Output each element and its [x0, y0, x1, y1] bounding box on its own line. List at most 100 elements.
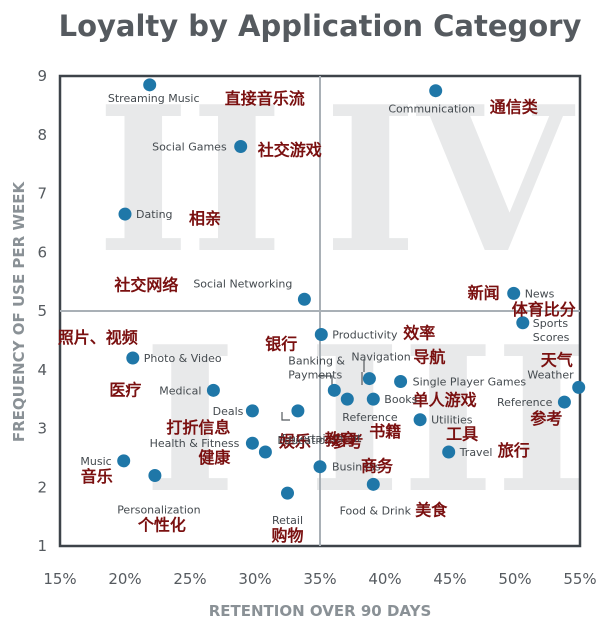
point-label: Travel — [459, 446, 493, 459]
data-point — [557, 395, 571, 409]
point-label-zh: 银行 — [265, 334, 297, 353]
chart-title: Loyalty by Application Category — [59, 9, 582, 43]
point-label: Retail — [272, 514, 303, 527]
data-point — [291, 404, 305, 418]
point-label: Social Games — [152, 141, 227, 154]
point-label: Food & Drink — [340, 504, 412, 517]
data-point — [429, 84, 443, 98]
data-point — [234, 140, 248, 153]
data-point — [258, 445, 272, 459]
point-label-zh: 导航 — [413, 348, 445, 367]
point-label-zh: 音乐 — [81, 467, 113, 486]
point-label-zh: 工具 — [446, 425, 478, 444]
data-point — [118, 207, 132, 221]
point-label-zh: 书籍 — [369, 422, 401, 441]
data-point — [281, 486, 294, 500]
x-tick-label: 25% — [173, 570, 206, 588]
point-label-zh: 天气 — [541, 350, 573, 369]
quadrant-label: IV — [324, 63, 577, 298]
point-label-zh: 直接音乐流 — [225, 89, 305, 108]
point-label-zh: 照片、视频 — [58, 328, 138, 347]
data-point — [442, 445, 456, 459]
point-label-zh: 新闻 — [468, 283, 500, 302]
point-label: Health & Fitness — [150, 437, 240, 450]
label-connector — [318, 375, 333, 388]
label-connector — [281, 412, 290, 421]
y-tick-label: 5 — [37, 302, 47, 320]
quadrant-label: III — [308, 303, 589, 538]
point-label: Navigation — [351, 351, 410, 364]
data-point — [297, 292, 311, 306]
data-point — [366, 477, 380, 491]
point-label: Photo & Video — [144, 352, 222, 365]
point-label: Productivity — [332, 329, 398, 342]
y-tick-label: 8 — [37, 126, 47, 144]
point-label: Banking & Payments — [288, 354, 345, 381]
x-tick-label: 40% — [368, 570, 401, 588]
x-axis-title: RETENTION OVER 90 DAYS — [209, 602, 432, 620]
point-label: Music — [80, 455, 111, 468]
point-label-zh: 购物 — [271, 526, 303, 545]
point-label-line: Banking & — [288, 354, 345, 367]
point-label: Deals — [213, 405, 244, 418]
point-label-zh: 通信类 — [490, 98, 539, 117]
point-label: Communication — [388, 103, 475, 116]
point-label-zh: 商务 — [361, 457, 394, 476]
point-label: Education — [277, 434, 332, 447]
point-label: Medical — [159, 384, 201, 397]
point-label: Single Player Games — [413, 376, 527, 389]
quadrant-label: I — [143, 303, 237, 538]
point-label-zh: 社交游戏 — [257, 141, 322, 160]
y-tick-label: 3 — [37, 420, 47, 438]
point-label-zh: 社交网络 — [113, 275, 178, 294]
y-axis-title: FREQUENCY OF USE PER WEEK — [10, 181, 28, 443]
y-tick-label: 1 — [37, 537, 47, 555]
x-tick-label: 50% — [498, 570, 531, 588]
data-point — [327, 383, 341, 397]
point-label: News — [525, 287, 555, 300]
data-point — [516, 316, 530, 330]
point-label-zh: 效率 — [403, 324, 435, 343]
point-label: Utilities — [431, 414, 473, 427]
x-tick-label: 45% — [433, 570, 466, 588]
point-label-zh: 娱乐 — [279, 432, 311, 451]
data-point — [143, 78, 157, 92]
x-tick-label: 15% — [43, 570, 76, 588]
point-label: Personalization — [117, 504, 200, 517]
y-tick-label: 4 — [37, 361, 47, 379]
point-label-zh: 个性化 — [137, 516, 186, 535]
point-label: Business — [332, 461, 381, 474]
data-point — [394, 375, 408, 388]
point-label-zh: 参考 — [331, 432, 363, 451]
point-label-line: Sports — [533, 317, 569, 330]
point-label: Sports Scores — [533, 317, 570, 344]
data-point — [313, 460, 327, 474]
data-point — [126, 351, 140, 365]
point-label-zh: 医疗 — [109, 380, 141, 399]
y-tick-label: 2 — [37, 478, 47, 496]
point-label-zh: 旅行 — [498, 441, 530, 460]
data-point — [507, 286, 521, 300]
data-point — [340, 392, 354, 406]
point-label-zh: 单人游戏 — [413, 391, 477, 410]
point-label-line: Payments — [288, 368, 342, 381]
data-point — [366, 392, 380, 406]
point-label: Entertainment — [282, 432, 362, 445]
point-label-zh: 打折信息 — [166, 418, 230, 437]
data-point — [148, 469, 162, 482]
y-tick-label: 6 — [37, 243, 47, 261]
data-point — [413, 413, 427, 427]
y-tick-label: 7 — [37, 185, 47, 203]
point-label-zh: 参考 — [530, 409, 562, 428]
data-point — [117, 454, 131, 468]
point-label: Reference — [497, 396, 553, 409]
x-tick-label: 35% — [303, 570, 336, 588]
point-label-zh: 健康 — [198, 448, 231, 467]
point-label: Reference — [342, 411, 398, 424]
data-point — [245, 436, 259, 450]
quadrant-label: II — [96, 63, 283, 298]
point-label-line: Scores — [533, 331, 570, 344]
x-tick-label: 55% — [563, 570, 596, 588]
point-label: Social Networking — [193, 277, 292, 290]
